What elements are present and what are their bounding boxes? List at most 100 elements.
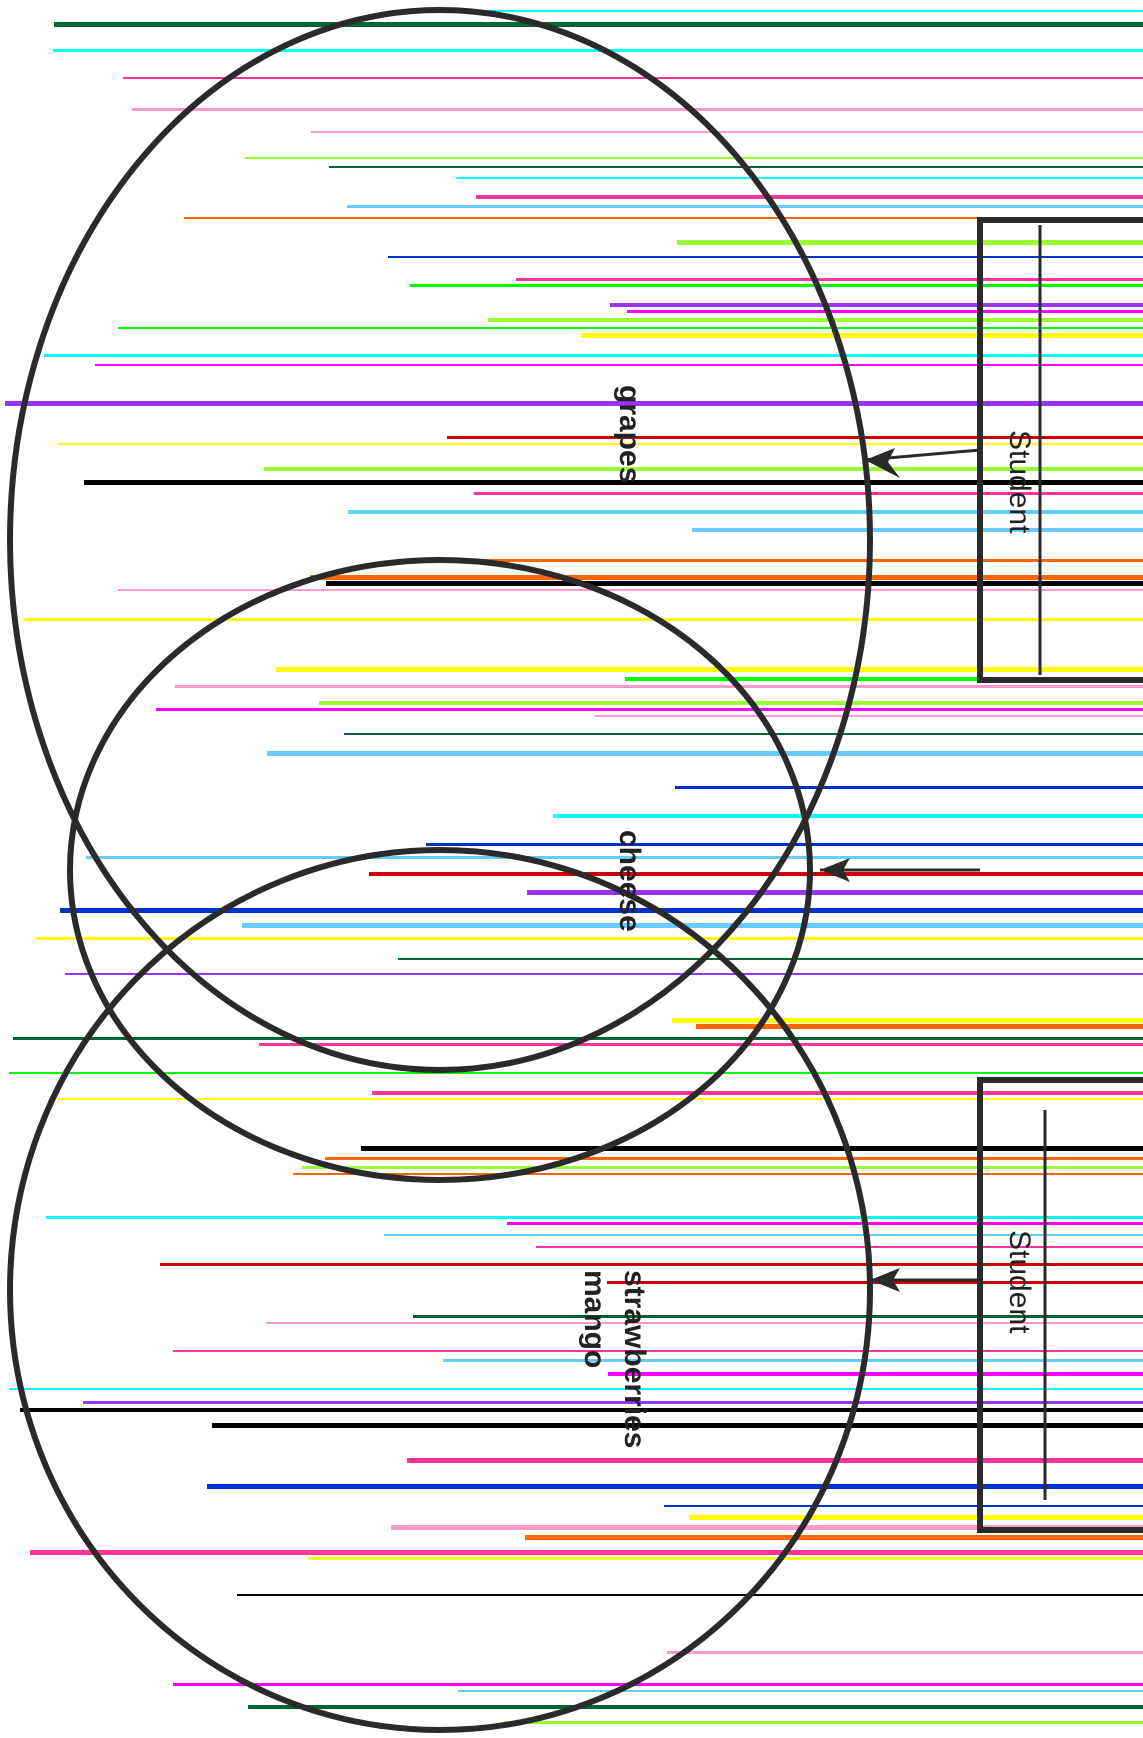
glitch-stripe	[310, 575, 1143, 580]
glitch-stripe	[504, 1721, 1143, 1724]
glitch-stripe	[267, 751, 1143, 756]
glitch-stripe	[319, 701, 1143, 705]
glitch-stripe	[302, 1166, 1143, 1169]
glitch-stripe	[9, 1388, 1143, 1390]
glitch-stripe	[212, 1423, 1143, 1428]
glitch-stripe	[456, 559, 1143, 562]
glitch-stripe	[667, 1651, 1143, 1654]
glitch-stripe	[476, 195, 1143, 199]
glitch-stripe	[407, 1458, 1143, 1463]
glitch-stripe	[245, 157, 1143, 159]
glitch-stripe	[443, 1359, 1143, 1362]
student-box-lower	[977, 1077, 1143, 1533]
glitch-stripe	[426, 843, 1143, 846]
glitch-stripe	[173, 1683, 1143, 1686]
glitch-stripe	[264, 467, 1143, 471]
glitch-stripe	[325, 1157, 1143, 1160]
glitch-stripe	[173, 1350, 1143, 1352]
glitch-stripe	[83, 1401, 1143, 1404]
glitch-stripe	[36, 937, 1143, 940]
glitch-stripe	[372, 1091, 1143, 1095]
glitch-stripe	[369, 872, 1143, 876]
arrow-to-middle-circle	[820, 858, 980, 882]
glitch-stripe	[527, 890, 1143, 895]
glitch-stripe	[160, 1263, 1143, 1266]
glitch-stripe	[627, 310, 1143, 313]
glitch-stripe	[311, 131, 1143, 133]
student-label-lower: Student	[1003, 1230, 1036, 1334]
glitch-stripe	[347, 205, 1143, 208]
glitch-stripe	[175, 685, 1143, 688]
glitch-stripe	[344, 733, 1143, 735]
glitch-stripe	[675, 786, 1143, 789]
glitch-stripe	[123, 77, 1143, 79]
glitch-stripe	[54, 22, 1143, 27]
glitch-stripe	[581, 333, 1143, 338]
glitch-stripe	[248, 1705, 1143, 1709]
glitch-stripe	[488, 318, 1143, 322]
venn-circle-upper	[7, 7, 873, 1073]
glitch-stripes-layer	[5, 10, 1143, 1724]
glitch-stripe	[664, 1505, 1143, 1507]
glitch-stripe	[398, 958, 1143, 960]
glitch-stripe	[391, 1525, 1143, 1530]
glitch-stripe	[65, 973, 1143, 975]
glitch-stripe	[608, 1372, 1143, 1376]
glitch-stripe	[553, 814, 1143, 818]
glitch-stripe	[458, 1690, 1143, 1692]
glitch-stripe	[677, 240, 1143, 245]
glitch-stripe	[60, 908, 1143, 913]
glitch-stripe	[259, 1043, 1143, 1046]
glitch-stripe	[156, 708, 1143, 711]
glitch-stripe	[95, 364, 1143, 366]
glitch-stripe	[413, 1315, 1143, 1318]
glitch-stripe	[474, 492, 1143, 495]
glitch-stripe	[9, 1072, 1143, 1074]
glitch-stripe	[308, 1557, 1143, 1560]
glitch-stripe	[184, 217, 1143, 219]
glitch-stripe	[410, 284, 1143, 287]
glitch-stripe	[348, 510, 1143, 514]
glitch-stripe	[516, 278, 1143, 281]
glitch-stripe	[276, 667, 1143, 672]
glitch-stripe	[456, 177, 1143, 179]
glitch-stripe	[132, 108, 1143, 111]
glitch-stripe	[58, 443, 1143, 445]
glitch-stripe	[689, 1515, 1143, 1520]
glitch-stripe	[525, 1535, 1143, 1540]
arrow-to-upper-circle	[864, 448, 981, 478]
glitch-stripe	[237, 1594, 1143, 1596]
glitch-stripe	[607, 1281, 1143, 1284]
glitch-stripe	[672, 1018, 1143, 1023]
glitch-stripe	[44, 354, 1143, 357]
student-label-upper: Student	[1003, 430, 1036, 534]
glitch-stripe	[86, 856, 1143, 859]
arrow-to-lower-circle	[870, 1268, 980, 1292]
glitch-stripe	[13, 1037, 1143, 1040]
glitch-stripe	[30, 1550, 1143, 1555]
glitch-stripe	[625, 677, 1143, 681]
venn-circle-lower	[7, 847, 873, 1733]
item-grapes: grapes	[613, 385, 646, 483]
glitch-stripe	[118, 589, 1143, 591]
glitch-stripe	[53, 49, 1143, 52]
glitch-stripe	[57, 1098, 1143, 1100]
glitch-stripe	[536, 1246, 1143, 1248]
glitch-stripe	[507, 1222, 1143, 1225]
glitch-stripe	[207, 1484, 1143, 1489]
item-cheese: cheese	[613, 830, 646, 932]
glitch-stripe	[5, 401, 1143, 406]
glitch-stripe	[696, 1024, 1143, 1029]
glitch-stripe	[293, 1173, 1143, 1175]
glitch-stripe	[595, 715, 1143, 717]
glitch-stripe	[610, 303, 1143, 307]
glitch-stripe	[384, 1234, 1143, 1236]
glitch-stripe	[24, 618, 1143, 621]
glitch-stripe	[329, 166, 1143, 168]
glitch-stripe	[326, 581, 1143, 586]
glitch-stripe	[388, 256, 1143, 258]
glitch-stripe	[266, 1322, 1143, 1324]
glitch-stripe	[361, 1146, 1143, 1151]
